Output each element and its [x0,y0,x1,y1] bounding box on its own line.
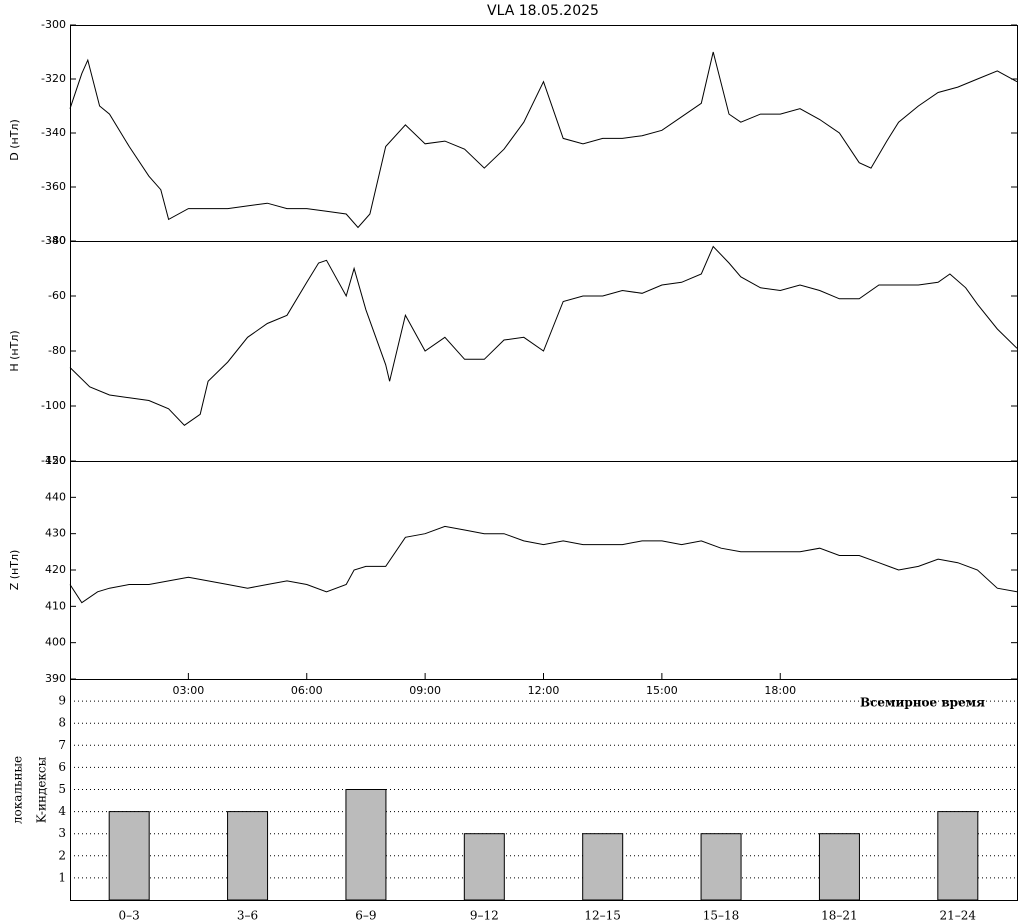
bar [227,811,269,901]
panel-frame [70,241,1018,462]
y-tick-label: -300 [41,18,66,31]
x-tick-label: 12–15 [584,909,621,921]
y-tick-label: -360 [41,180,66,193]
y-axis-label: D (нТл) [8,119,21,161]
chart-title: VLA 18.05.2025 [487,3,599,19]
y-tick-label: 3 [58,826,66,840]
y-tick-label: -100 [41,399,66,412]
y-tick-label: 430 [45,527,66,540]
y-tick-label: 420 [45,563,66,576]
data-line [69,245,1018,426]
y-tick-label: -380 [41,234,66,247]
y-tick-label: -320 [41,72,66,85]
x-tick-label: 12:00 [528,684,560,697]
bar [108,811,150,901]
y-tick-label: 1 [58,870,66,884]
y-axis-label: Z (нТл) [8,550,21,591]
y-tick-label: 6 [58,760,66,774]
y-tick-label: 400 [45,636,66,649]
x-tick-label: 18–21 [821,909,858,921]
x-axis-label: Всемирное время [860,696,985,710]
y-axis-label: K-индексы [35,756,49,823]
x-tick-label: 0–3 [119,909,140,921]
y-tick-label: 440 [45,490,66,503]
x-tick-label: 21–24 [940,909,977,921]
y-tick-label: -340 [41,126,66,139]
x-tick-label: 9–12 [470,909,499,921]
y-axis-label: локальные [11,756,25,824]
x-tick-label: 3–6 [237,909,258,921]
bar [463,833,505,901]
y-axis-label: H (нТл) [8,330,21,371]
x-tick-label: 18:00 [764,684,796,697]
x-tick-label: 6–9 [355,909,376,921]
y-tick-label: 390 [45,672,66,685]
y-tick-label: 2 [58,848,66,862]
data-line [69,525,1018,604]
bar [345,789,387,901]
y-tick-label: -40 [48,234,66,247]
y-tick-label: -60 [48,289,66,302]
panel-frame [70,679,1018,901]
y-tick-label: 450 [45,454,66,467]
bar [818,833,860,901]
x-tick-label: 06:00 [291,684,323,697]
panel-frame [70,461,1018,680]
y-tick-label: -80 [48,344,66,357]
y-tick-label: -120 [41,454,66,467]
y-tick-label: 9 [58,694,66,708]
bar [937,811,979,901]
y-tick-label: 5 [58,782,66,796]
x-tick-label: 15:00 [646,684,678,697]
y-tick-label: 410 [45,599,66,612]
y-tick-label: 8 [58,716,66,730]
x-tick-label: 15–18 [703,909,740,921]
bar [700,833,742,901]
data-line [69,51,1018,229]
y-tick-label: 7 [58,738,66,752]
x-tick-label: 03:00 [173,684,205,697]
y-tick-label: 4 [58,804,66,818]
x-tick-label: 09:00 [409,684,441,697]
bar [582,833,624,901]
